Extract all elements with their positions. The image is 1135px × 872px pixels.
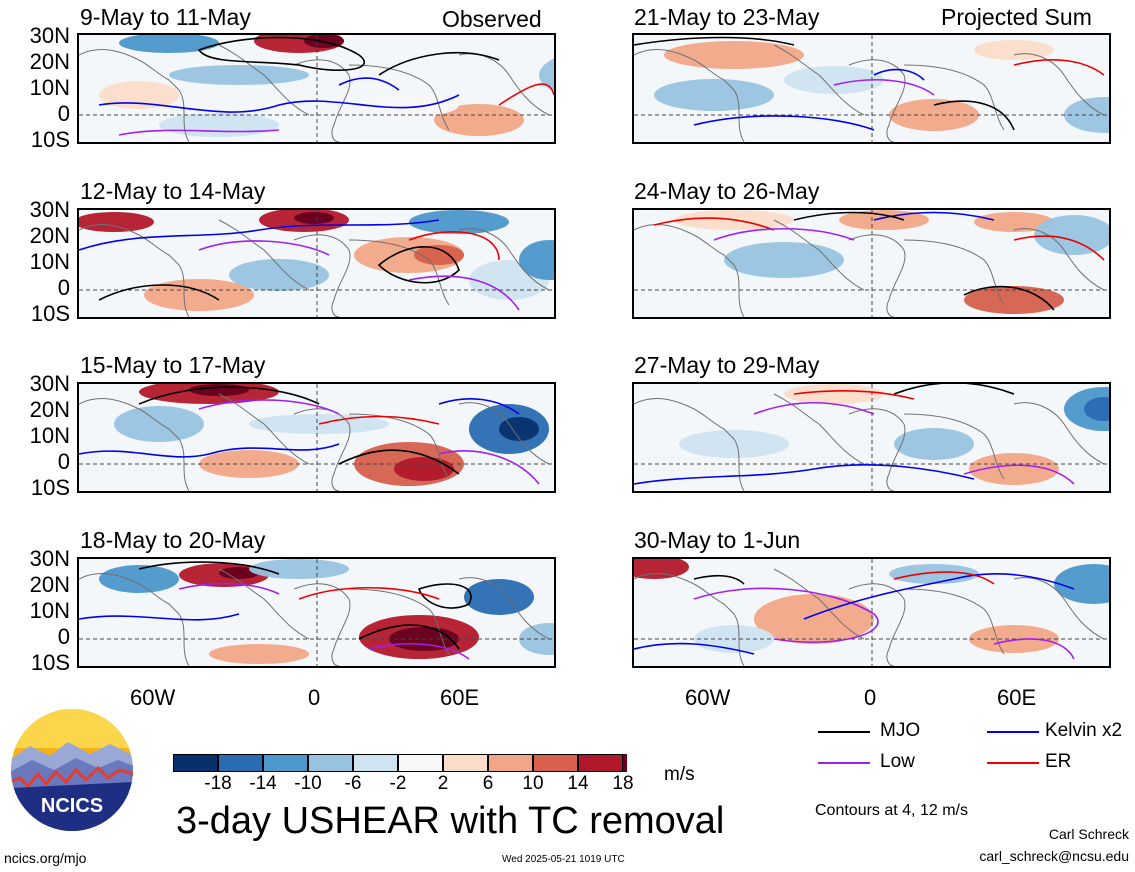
lat-label-30n: 30N — [29, 546, 70, 571]
colorbar-tick: -2 — [389, 773, 407, 794]
lon-label-60e: 60E — [440, 685, 480, 710]
lat-label-10n: 10N — [29, 598, 70, 623]
observed-label: Observed — [442, 6, 542, 32]
colorbar-swatch — [623, 754, 627, 772]
colorbar-tick: -18 — [204, 773, 232, 794]
ncics-logo: NCICS — [10, 708, 134, 832]
lat-label-10n: 10N — [29, 75, 70, 100]
colorbar-swatch — [308, 754, 353, 772]
lat-label-10n: 10N — [29, 249, 70, 274]
lon-label-60w: 60W — [685, 685, 731, 710]
ncics-logo-text: NCICS — [41, 795, 103, 817]
panel-title-proj-3: 27-May to 29-May — [634, 352, 820, 378]
map-panel-proj-4 — [632, 557, 1111, 668]
lat-label-20n: 20N — [29, 223, 70, 248]
panel-title-obs-1: 9-May to 11-May — [80, 4, 251, 30]
lat-label-20n: 20N — [29, 397, 70, 422]
contours-note: Contours at 4, 12 m/s — [815, 802, 968, 819]
colorbar-tick: 14 — [567, 773, 589, 794]
legend-label-mjo: MJO — [880, 720, 921, 741]
timestamp: Wed 2025-05-21 1019 UTC — [502, 854, 625, 865]
legend-label-kelvin: Kelvin x2 — [1045, 720, 1123, 741]
panel-title-obs-4: 18-May to 20-May — [80, 527, 266, 553]
lat-label-0: 0 — [57, 624, 70, 649]
lon-label-60e: 60E — [997, 685, 1037, 710]
map-panel-proj-1 — [632, 33, 1111, 144]
colorbar-units: m/s — [664, 764, 695, 785]
colorbar-swatch — [353, 754, 398, 772]
map-panel-obs-1 — [77, 33, 556, 144]
legend-line-low — [818, 762, 870, 764]
colorbar-tick: 2 — [437, 773, 449, 794]
lon-label-0: 0 — [864, 685, 877, 710]
lat-label-10s: 10S — [30, 301, 70, 326]
lat-label-10s: 10S — [30, 650, 70, 675]
legend-line-kelvin — [987, 731, 1039, 733]
map-panel-proj-3 — [632, 382, 1111, 493]
lon-label-0: 0 — [308, 685, 321, 710]
colorbar-swatch — [578, 754, 623, 772]
panel-title-proj-2: 24-May to 26-May — [634, 178, 820, 204]
figure-title: 3-day USHEAR with TC removal — [176, 800, 725, 842]
panel-title-obs-3: 15-May to 17-May — [80, 352, 266, 378]
colorbar-tick: -10 — [294, 773, 322, 794]
legend-line-er — [987, 762, 1039, 764]
colorbar-swatch — [398, 754, 443, 772]
map-panel-proj-2 — [632, 208, 1111, 319]
colorbar-swatch — [533, 754, 578, 772]
colorbar-swatch — [488, 754, 533, 772]
map-panel-obs-3 — [77, 382, 556, 493]
lat-label-30n: 30N — [29, 371, 70, 396]
lat-label-30n: 30N — [29, 23, 70, 48]
legend-line-mjo — [818, 731, 870, 733]
panel-title-proj-1: 21-May to 23-May — [634, 4, 820, 30]
legend-label-er: ER — [1045, 751, 1072, 772]
lat-label-10s: 10S — [30, 127, 70, 152]
lat-label-0: 0 — [57, 101, 70, 126]
lat-label-30n: 30N — [29, 197, 70, 222]
colorbar-tick: -14 — [249, 773, 277, 794]
author-credit: Carl Schreck — [1048, 826, 1129, 842]
colorbar-tick: 10 — [522, 773, 544, 794]
lat-label-10s: 10S — [30, 475, 70, 500]
colorbar-swatch — [443, 754, 488, 772]
colorbar-swatch — [173, 754, 218, 772]
projected-sum-label: Projected Sum — [941, 4, 1092, 30]
map-panel-obs-2 — [77, 208, 556, 319]
site-url: ncics.org/mjo — [4, 850, 87, 866]
colorbar-swatch — [218, 754, 263, 772]
lat-label-0: 0 — [57, 275, 70, 300]
lat-label-20n: 20N — [29, 49, 70, 74]
colorbar-tick: -6 — [344, 773, 362, 794]
panel-title-proj-4: 30-May to 1-Jun — [634, 527, 801, 553]
lat-label-20n: 20N — [29, 572, 70, 597]
legend-label-low: Low — [880, 751, 915, 772]
author-email: carl_schreck@ncsu.edu — [979, 848, 1129, 864]
colorbar-tick: 6 — [482, 773, 494, 794]
lon-label-60w: 60W — [130, 685, 176, 710]
colorbar-tick: 18 — [612, 773, 634, 794]
map-panel-obs-4 — [77, 557, 556, 668]
lat-label-0: 0 — [57, 449, 70, 474]
colorbar-swatch — [263, 754, 308, 772]
lat-label-10n: 10N — [29, 423, 70, 448]
panel-title-obs-2: 12-May to 14-May — [80, 178, 266, 204]
